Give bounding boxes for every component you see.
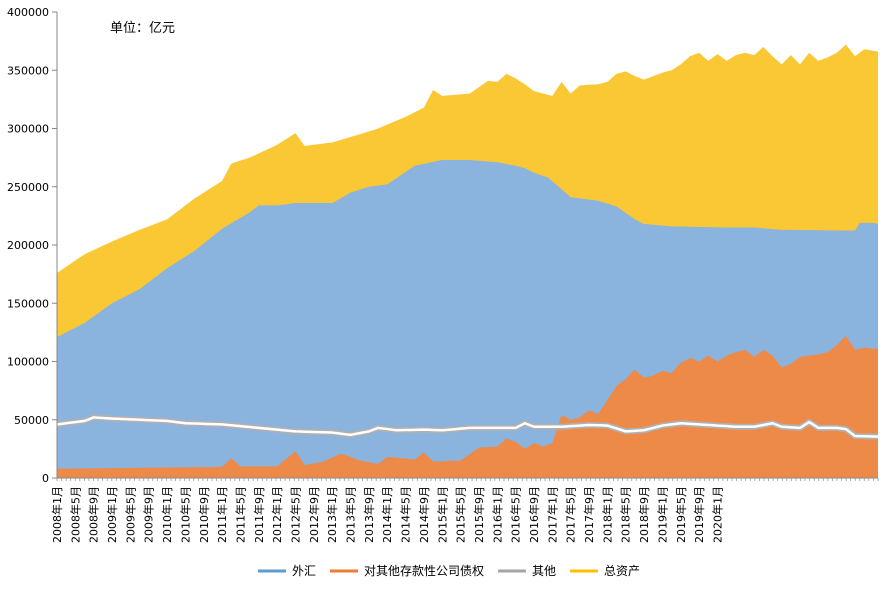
area-series-3	[57, 335, 878, 478]
x-tick-label: 2013年1月	[325, 486, 339, 543]
x-tick-label: 2019年5月	[674, 486, 688, 543]
y-tick-label: 100000	[7, 356, 49, 369]
x-tick-label: 2018年5月	[619, 486, 633, 543]
x-tick-label: 2018年9月	[637, 486, 651, 543]
x-tick-label: 2015年5月	[454, 486, 468, 543]
y-tick-label: 300000	[7, 123, 49, 136]
x-tick-label: 2014年9月	[417, 486, 431, 543]
x-tick-label: 2012年9月	[307, 486, 321, 543]
x-tick-label: 2013年5月	[344, 486, 358, 543]
legend: 外汇 对其他存款性公司债权 其他 总资产	[258, 564, 640, 578]
x-tick-label: 2009年5月	[123, 486, 137, 543]
x-tick-label: 2020年1月	[710, 486, 724, 543]
x-tick-label: 2014年1月	[380, 486, 394, 543]
y-tick-label: 400000	[7, 6, 49, 19]
y-tick-label: 200000	[7, 239, 49, 252]
unit-annotation: 单位：亿元	[110, 21, 175, 36]
x-tick-label: 2010年9月	[197, 486, 211, 543]
y-tick-label: 350000	[7, 64, 49, 77]
x-tick-label: 2015年1月	[435, 486, 449, 543]
y-tick-label: 0	[42, 472, 49, 485]
x-tick-label: 2008年1月	[50, 486, 64, 543]
x-tick-label: 2016年9月	[527, 486, 541, 543]
x-tick-label: 2010年1月	[160, 486, 174, 543]
x-tick-label: 2017年1月	[545, 486, 559, 543]
x-tick-label: 2011年1月	[215, 486, 229, 543]
x-tick-label: 2011年5月	[233, 486, 247, 543]
x-tick-label: 2010年5月	[178, 486, 192, 543]
x-axis-ticks: 2008年1月 2008年5月 2008年9月 2009年1月 2009年5月 2009年…	[50, 478, 879, 543]
x-tick-label: 2016年1月	[490, 486, 504, 543]
x-tick-label: 2014年5月	[399, 486, 413, 543]
x-tick-label: 2017年5月	[564, 486, 578, 543]
x-tick-label: 2018年1月	[600, 486, 614, 543]
x-tick-label: 2019年9月	[692, 486, 706, 543]
x-tick-label: 2008年9月	[87, 486, 101, 543]
y-tick-label: 250000	[7, 181, 49, 194]
x-tick-label: 2009年9月	[142, 486, 156, 543]
y-tick-label: 50000	[14, 414, 49, 427]
x-tick-label: 2016年5月	[509, 486, 523, 543]
x-tick-label: 2019年1月	[655, 486, 669, 543]
legend-label: 其他	[532, 564, 556, 578]
x-tick-label: 2008年5月	[68, 486, 82, 543]
x-tick-label: 2012年1月	[270, 486, 284, 543]
x-tick-label: 2013年9月	[362, 486, 376, 543]
legend-label: 外汇	[292, 564, 316, 578]
x-tick-label: 2017年9月	[582, 486, 596, 543]
x-tick-label: 2015年9月	[472, 486, 486, 543]
legend-label: 总资产	[604, 564, 640, 578]
x-tick-label: 2012年5月	[289, 486, 303, 543]
series-areas	[56, 44, 879, 479]
x-tick-label: 2009年1月	[105, 486, 119, 543]
line-other-series-highlight	[56, 416, 879, 438]
y-axis-ticks: 0 50000 100000 150000 200000 250000 300000 3500…	[7, 6, 57, 485]
y-tick-label: 150000	[7, 297, 49, 310]
legend-label: 对其他存款性公司债权	[364, 564, 484, 578]
x-tick-label: 2011年9月	[252, 486, 266, 543]
